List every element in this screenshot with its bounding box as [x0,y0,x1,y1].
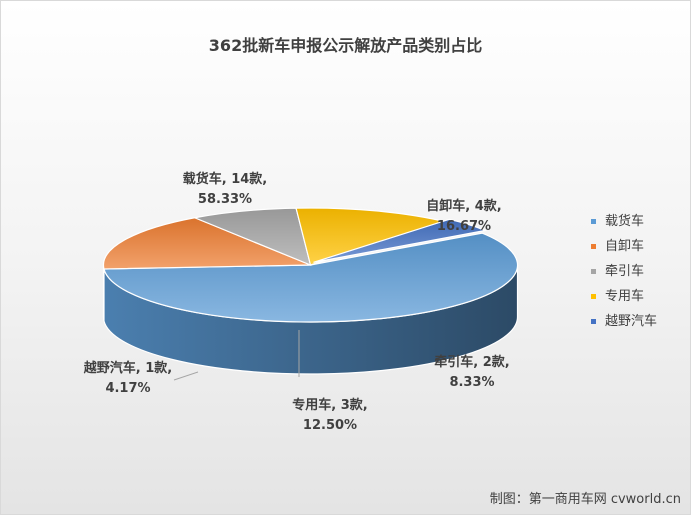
slice-tractor [192,207,312,267]
data-label-off-road-vehicle: 越野汽车, 1款, [83,360,172,376]
legend-label: 牵引车 [605,264,645,279]
slice-off-road-vehicle [313,218,488,263]
slice-special-vehicle [295,207,449,266]
legend-swatch [591,244,596,249]
slice-cargo-truck [103,232,519,323]
legend-item-dump-truck: 自卸车 [591,234,691,259]
data-label-special-vehicle: 专用车, 3款, [292,397,367,413]
legend-item-special-vehicle: 专用车 [591,284,691,309]
legend-swatch [591,294,596,299]
legend: 载货车 自卸车 牵引车 专用车 越野汽车 [591,209,691,334]
source-credit: 制图：第一商用车网 cvworld.cn [489,492,681,507]
percent-label-dump-truck: 16.67% [437,219,491,234]
data-label-cargo-truck: 载货车, 14款, [183,171,268,187]
leader-line-off-road-vehicle [173,371,199,381]
data-label-dump-truck: 自卸车, 4款, [426,198,501,214]
legend-swatch [591,319,596,324]
percent-label-cargo-truck: 58.33% [198,192,252,207]
legend-label: 载货车 [605,214,645,229]
percent-label-special-vehicle: 12.50% [303,418,357,433]
legend-label: 越野汽车 [605,314,658,329]
percent-label-off-road-vehicle: 4.17% [105,381,150,396]
legend-item-tractor: 牵引车 [591,259,691,284]
data-label-tractor: 牵引车, 2款, [434,354,509,370]
slice-dump-truck [102,217,311,270]
legend-label: 自卸车 [605,239,645,254]
chart-title: 362批新车申报公示解放产品类别占比 [208,36,483,55]
legend-label: 专用车 [605,289,645,304]
legend-swatch [591,269,596,274]
percent-label-tractor: 8.33% [449,375,494,390]
legend-item-off-road-vehicle: 越野汽车 [591,309,691,334]
legend-item-cargo-truck: 载货车 [591,209,691,234]
legend-swatch [591,219,596,224]
